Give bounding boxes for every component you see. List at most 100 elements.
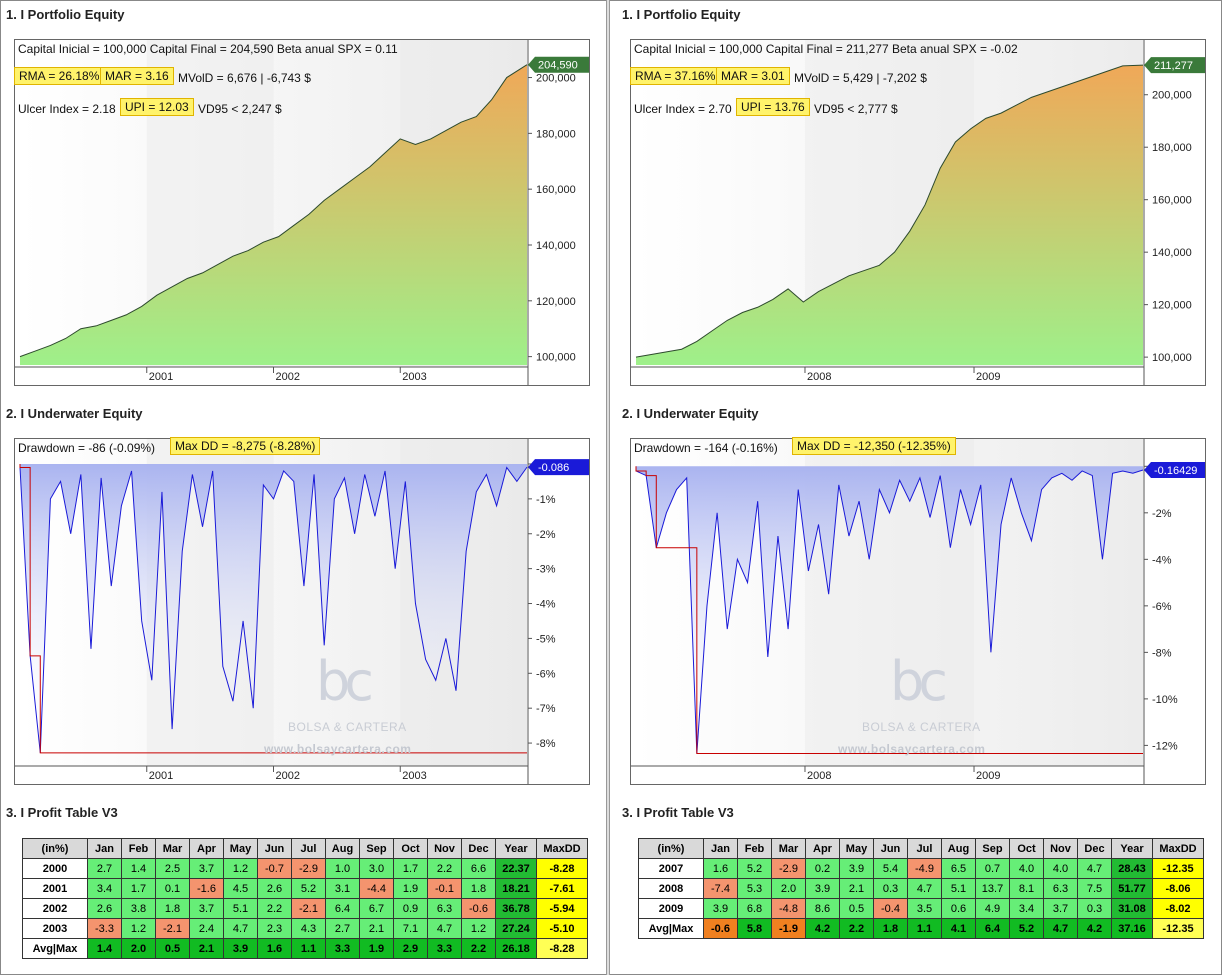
- row-year-label: 2009: [638, 898, 704, 919]
- y-tick-label: 180,000: [1152, 142, 1192, 154]
- row-year-label: 2003: [22, 918, 88, 939]
- y-tick-label: 120,000: [536, 296, 576, 308]
- mvold-stat: MVolD = 6,676 | -6,743 $: [178, 71, 311, 85]
- table-header-cell: Apr: [189, 838, 224, 859]
- max-drawdown-line: [635, 466, 1143, 755]
- table-header-cell: Dec: [1077, 838, 1112, 859]
- year-return-cell: 36.78: [495, 898, 537, 919]
- row-year-label: 2007: [638, 858, 704, 879]
- avg-month-cell: -1.9: [771, 918, 806, 939]
- drawdown-area: [636, 466, 1143, 754]
- watermark-logo: bc: [890, 650, 948, 713]
- max-maxdd-cell: -12.35: [1152, 918, 1204, 939]
- avg-month-cell: 3.3: [427, 938, 462, 959]
- panel-divider: [606, 0, 610, 975]
- avg-month-cell: 2.1: [189, 938, 224, 959]
- maxdd-cell: -12.35: [1152, 858, 1204, 879]
- table-row: 2003 -3.3 1.2 -2.1 2.4 4.7 2.3 4.3 2.7 2.1 7.1 4.7 1…: [22, 918, 588, 939]
- table-avg-row: Avg|Max 1.4 2.0 0.5 2.1 3.9 1.6 1.1 3.3 1.9 2.9 3.3…: [22, 938, 588, 959]
- drawdown-line: [635, 469, 1144, 754]
- last-value-tag: [1144, 57, 1205, 74]
- y-tick-label: 160,000: [536, 184, 576, 196]
- avg-month-cell: 1.1: [907, 918, 942, 939]
- drawdown-area: [20, 463, 527, 753]
- month-return-cell: 3.7: [1043, 898, 1078, 919]
- avg-month-cell: 3.3: [325, 938, 360, 959]
- avg-month-cell: 3.9: [223, 938, 258, 959]
- table-header-cell: Nov: [1043, 838, 1078, 859]
- avg-month-cell: 0.5: [155, 938, 190, 959]
- month-return-cell: 1.9: [393, 878, 428, 899]
- month-return-cell: 3.9: [703, 898, 738, 919]
- month-return-cell: 8.6: [805, 898, 840, 919]
- last-value-label: 204,590: [538, 60, 578, 72]
- month-return-cell: 4.7: [223, 918, 258, 939]
- watermark-logo: bc: [316, 650, 374, 713]
- table-header-cell: Oct: [393, 838, 428, 859]
- month-return-cell: 0.3: [873, 878, 908, 899]
- y-tick-label: -10%: [1152, 694, 1178, 706]
- mar-badge: MAR = 3.01: [716, 67, 790, 85]
- table-header-cell: Dec: [461, 838, 496, 859]
- y-tick-label: -6%: [536, 668, 556, 680]
- month-return-cell: 0.5: [839, 898, 874, 919]
- table-header-cell: Sep: [359, 838, 394, 859]
- maxdd-cell: -8.28: [536, 858, 588, 879]
- equity-area: [636, 65, 1143, 366]
- month-return-cell: 1.7: [121, 878, 156, 899]
- vd95-stat: VD95 < 2,247 $: [198, 102, 282, 116]
- maxdd-cell: -8.06: [1152, 878, 1204, 899]
- underwater-chart: 0%-1%-2%-3%-4%-5%-6%-7%-8%200120022003-0…: [14, 438, 590, 785]
- month-return-cell: 1.4: [121, 858, 156, 879]
- equity-svg: 100,000 120,000 140,000 160,000 180,000 200,0…: [631, 40, 1205, 385]
- y-tick-label: 100,000: [1152, 352, 1192, 364]
- month-return-cell: 6.6: [461, 858, 496, 879]
- x-tick-label: 2003: [402, 770, 426, 782]
- vd95-stat: VD95 < 2,777 $: [814, 102, 898, 116]
- avg-month-cell: 5.8: [737, 918, 772, 939]
- month-return-cell: 7.1: [393, 918, 428, 939]
- avg-month-cell: 5.2: [1009, 918, 1044, 939]
- month-return-cell: 6.8: [737, 898, 772, 919]
- month-return-cell: 3.4: [87, 878, 122, 899]
- profit-table: (in%) Jan Feb Mar Apr May Jun Jul Aug Sep Oct Nov De…: [22, 838, 588, 959]
- dd-svg: 0%-1%-2%-3%-4%-5%-6%-7%-8%200120022003-0…: [15, 439, 589, 784]
- last-value-tag: [528, 459, 589, 476]
- table-header-cell: (in%): [22, 838, 88, 859]
- month-return-cell: 4.3: [291, 918, 326, 939]
- table-row: 2007 1.6 5.2 -2.9 0.2 3.9 5.4 -4.9 6.5 0.7 4.0 4.0 4…: [638, 858, 1204, 879]
- table-header-cell: Mar: [155, 838, 190, 859]
- month-return-cell: 2.7: [87, 858, 122, 879]
- avg-month-cell: 2.0: [121, 938, 156, 959]
- maxdd-badge: Max DD = -8,275 (-8.28%): [170, 437, 321, 455]
- month-return-cell: 4.0: [1043, 858, 1078, 879]
- y-tick-label: 200,000: [1152, 90, 1192, 102]
- capital-stats: Capital Inicial = 100,000 Capital Final …: [634, 42, 1018, 56]
- month-return-cell: 1.2: [121, 918, 156, 939]
- month-return-cell: 6.5: [941, 858, 976, 879]
- month-return-cell: -2.1: [155, 918, 190, 939]
- y-tick-label: -4%: [1152, 554, 1172, 566]
- month-return-cell: 1.7: [393, 858, 428, 879]
- ulcer-stat: Ulcer Index = 2.70: [634, 102, 732, 116]
- y-tick-label: -12%: [1152, 740, 1178, 752]
- avg-month-cell: 1.9: [359, 938, 394, 959]
- year-return-cell: 27.24: [495, 918, 537, 939]
- y-tick-label: -6%: [1152, 601, 1172, 613]
- month-return-cell: 2.1: [839, 878, 874, 899]
- avg-month-cell: 1.8: [873, 918, 908, 939]
- max-drawdown-line: [19, 463, 527, 754]
- month-return-cell: 2.4: [189, 918, 224, 939]
- table-header-cell: May: [839, 838, 874, 859]
- y-tick-label: 200,000: [536, 73, 576, 85]
- x-tick-label: 2009: [976, 371, 1000, 383]
- month-return-cell: 5.1: [223, 898, 258, 919]
- table-header-cell: MaxDD: [1152, 838, 1204, 859]
- y-tick-label: 120,000: [1152, 300, 1192, 312]
- month-return-cell: -3.3: [87, 918, 122, 939]
- y-tick-label: -3%: [536, 564, 556, 576]
- table-header-cell: Nov: [427, 838, 462, 859]
- month-return-cell: 5.1: [941, 878, 976, 899]
- month-return-cell: 3.7: [189, 898, 224, 919]
- table-header-cell: Jun: [873, 838, 908, 859]
